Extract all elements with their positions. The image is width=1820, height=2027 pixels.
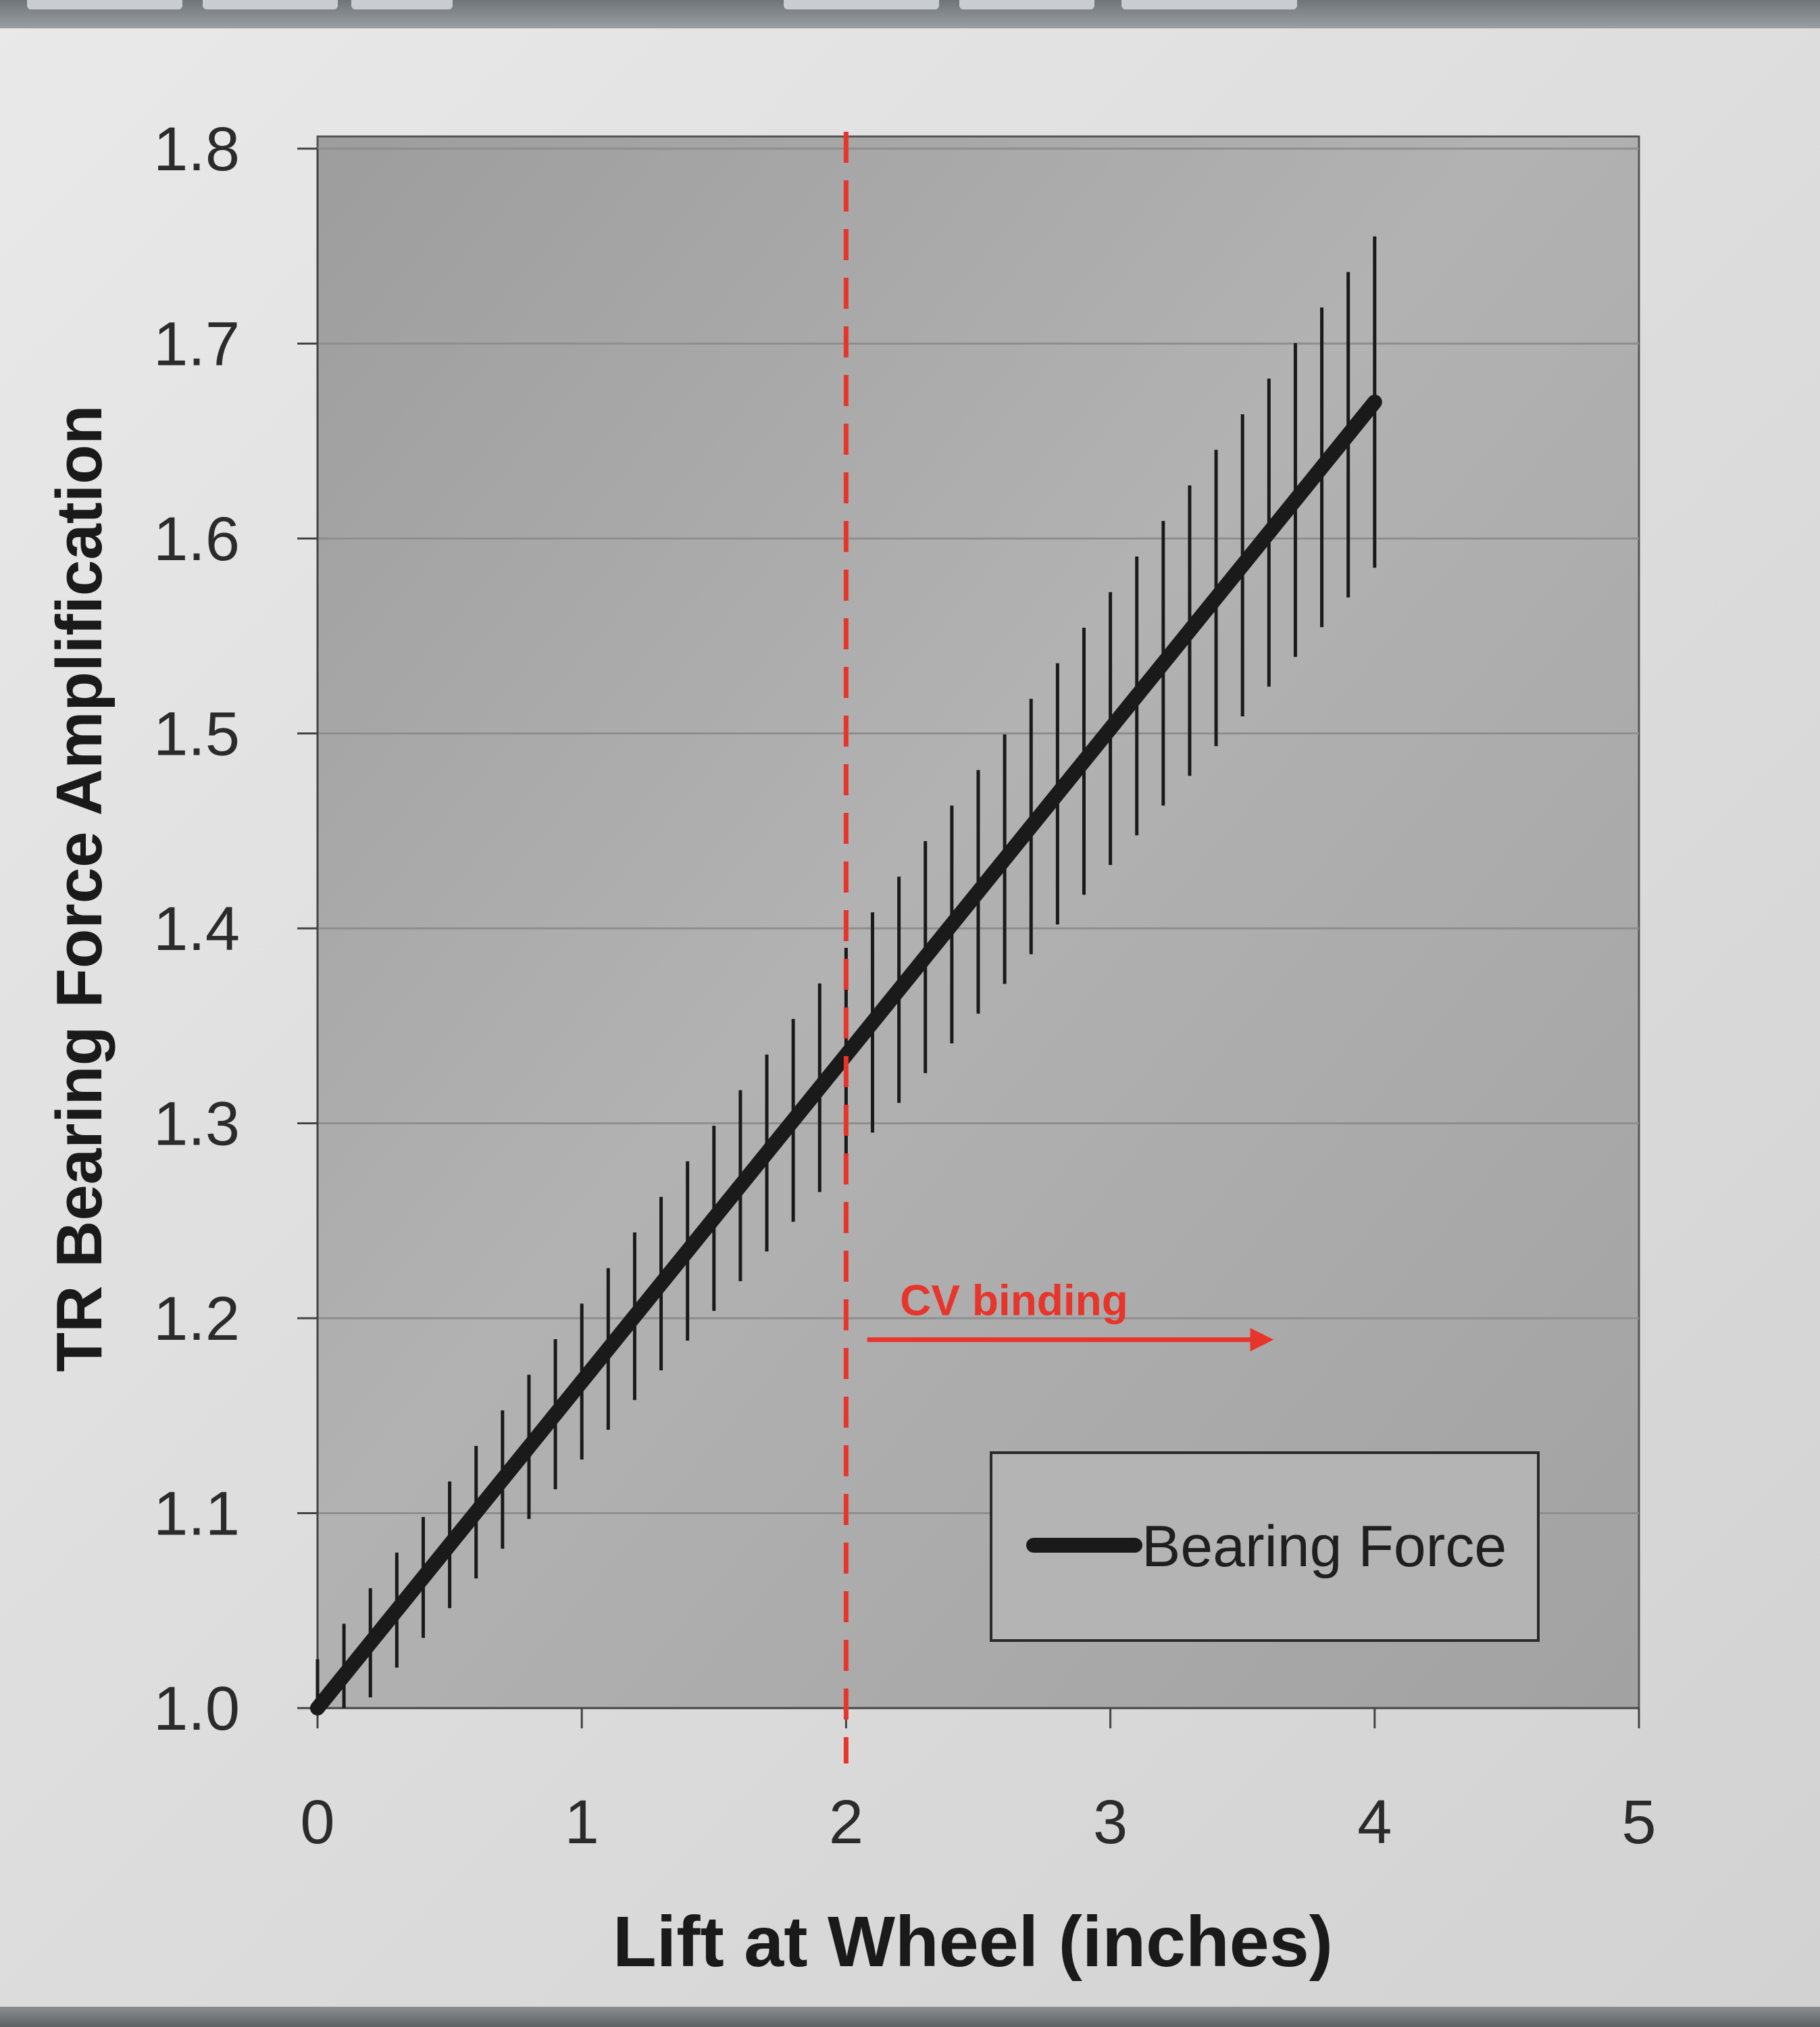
y-axis-title: TR Bearing Force Amplification bbox=[43, 405, 116, 1372]
y-tick-label: 1.4 bbox=[153, 895, 240, 964]
y-tick-label: 1.7 bbox=[153, 310, 240, 379]
y-tick-label: 1.5 bbox=[153, 700, 240, 769]
x-tick-label: 1 bbox=[565, 1788, 599, 1857]
y-tick-label: 1.2 bbox=[153, 1284, 240, 1353]
y-tick-labels: 1.0 1.1 1.2 1.3 1.4 1.5 1.6 1.7 1.8 bbox=[153, 115, 318, 1743]
y-tick-label: 1.8 bbox=[153, 115, 240, 184]
legend-label-bearing-force: Bearing Force bbox=[1142, 1514, 1507, 1579]
x-tick-labels: 0 1 2 3 4 5 bbox=[300, 1708, 1657, 1857]
annotations: CV binding bbox=[843, 132, 1274, 1763]
x-tick-label: 4 bbox=[1357, 1788, 1392, 1857]
series-line-bearing-force bbox=[310, 395, 1382, 1716]
series-lines bbox=[310, 395, 1382, 1716]
x-tick-label: 5 bbox=[1621, 1788, 1656, 1857]
y-tick-label: 1.6 bbox=[153, 505, 240, 574]
x-tick-label: 0 bbox=[300, 1788, 334, 1857]
cv-binding-label: CV binding bbox=[900, 1276, 1128, 1325]
y-tick-label: 1.3 bbox=[153, 1090, 240, 1159]
x-axis-title: Lift at Wheel (inches) bbox=[613, 1902, 1333, 1982]
y-tick-label: 1.0 bbox=[153, 1674, 240, 1743]
y-tick-label: 1.1 bbox=[153, 1480, 240, 1549]
window-bottom-bar bbox=[0, 2007, 1820, 2027]
x-tick-label: 3 bbox=[1093, 1788, 1128, 1857]
x-tick-label: 2 bbox=[829, 1788, 863, 1857]
legend: Bearing Force bbox=[990, 1451, 1540, 1642]
window-top-bar bbox=[0, 0, 1820, 28]
